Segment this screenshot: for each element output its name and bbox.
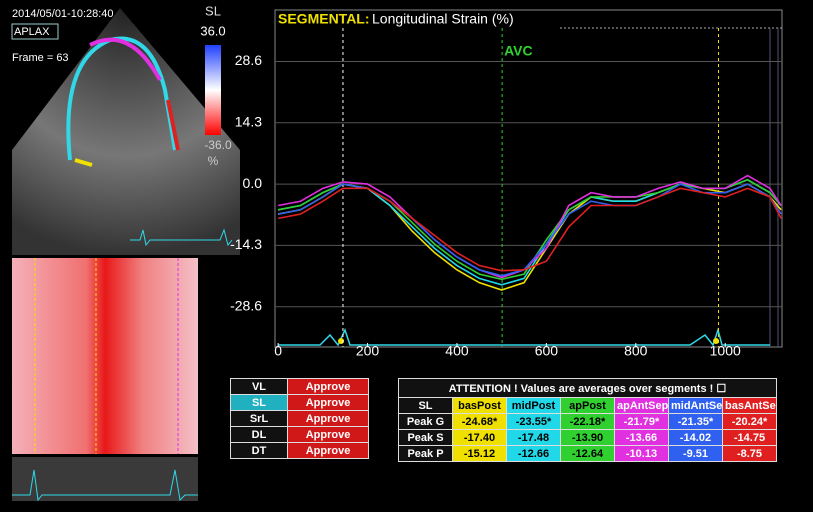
cell: -22.18* <box>561 414 615 430</box>
screen: 2014/05/01-10:28:40 APLAX Frame = 63 SL … <box>0 0 813 512</box>
strain-curve <box>278 188 781 270</box>
scale-max: 36.0 <box>200 23 225 38</box>
scale-min: -36.0 <box>204 138 232 152</box>
plot-frame <box>275 10 782 347</box>
row: Peak S-17.40-17.48-13.90-13.66-14.02-14.… <box>399 430 777 446</box>
y-tick-label: 28.6 <box>235 52 262 68</box>
frame-label: Frame = 63 <box>12 52 69 64</box>
button[interactable]: VL <box>231 379 288 395</box>
button[interactable]: SrL <box>231 411 288 427</box>
cell: apAntSep <box>615 398 669 414</box>
cell: -14.75 <box>723 430 777 446</box>
cell: Peak P <box>399 446 453 462</box>
x-tick-label: 1000 <box>710 343 741 359</box>
y-tick-label: -14.3 <box>230 236 262 252</box>
cell: basAntSep <box>723 398 777 414</box>
chart-title: SEGMENTAL: <box>278 11 370 27</box>
view-label: APLAX <box>14 26 50 38</box>
x-tick-label: 0 <box>274 343 282 359</box>
chart-subtitle: Longitudinal Strain (%) <box>372 11 514 27</box>
cell: -24.68* <box>453 414 507 430</box>
button[interactable]: DL <box>231 427 288 443</box>
cell: -8.75 <box>723 446 777 462</box>
cell: ATTENTION ! Values are averages over seg… <box>399 379 777 398</box>
y-tick-label: 0.0 <box>243 175 263 191</box>
cell: -12.66 <box>507 446 561 462</box>
cell: Peak G <box>399 414 453 430</box>
cell: -10.13 <box>615 446 669 462</box>
color-bar <box>205 45 221 135</box>
cell: SL <box>399 398 453 414</box>
x-tick-label: 600 <box>535 343 559 359</box>
values-table: ATTENTION ! Values are averages over seg… <box>398 378 777 462</box>
cell: -20.24* <box>723 414 777 430</box>
cell: -23.55* <box>507 414 561 430</box>
button[interactable]: Approve <box>288 443 369 459</box>
cell: -17.48 <box>507 430 561 446</box>
strain-curve <box>278 180 781 285</box>
button[interactable]: SL <box>231 395 288 411</box>
cell: Peak S <box>399 430 453 446</box>
button[interactable]: Approve <box>288 395 369 411</box>
cell: -15.12 <box>453 446 507 462</box>
unit-label: % <box>208 154 219 168</box>
mode-label: SL <box>205 3 221 18</box>
button[interactable]: Approve <box>288 411 369 427</box>
cell: -21.79* <box>615 414 669 430</box>
x-tick-label: 800 <box>624 343 648 359</box>
row: SLbasPostmidPostapPostapAntSepmidAntSepb… <box>399 398 777 414</box>
cell: midAntSep <box>669 398 723 414</box>
strain-curve <box>278 184 781 276</box>
row: Peak P-15.12-12.66-12.64-10.13-9.51-8.75 <box>399 446 777 462</box>
timestamp: 2014/05/01-10:28:40 <box>12 8 114 20</box>
event-label: AVC <box>504 43 533 59</box>
cell: -14.02 <box>669 430 723 446</box>
strain-mmode <box>12 258 198 454</box>
cell: -17.40 <box>453 430 507 446</box>
y-tick-label: 14.3 <box>235 113 262 129</box>
cell: apPost <box>561 398 615 414</box>
cell: -21.35* <box>669 414 723 430</box>
x-tick-label: 200 <box>356 343 380 359</box>
cell: -13.66 <box>615 430 669 446</box>
row: ATTENTION ! Values are averages over seg… <box>399 379 777 398</box>
cell: -13.90 <box>561 430 615 446</box>
button[interactable]: Approve <box>288 379 369 395</box>
x-tick-label: 400 <box>445 343 469 359</box>
cell: -12.64 <box>561 446 615 462</box>
cell: midPost <box>507 398 561 414</box>
y-tick-label: -28.6 <box>230 297 262 313</box>
cell: -9.51 <box>669 446 723 462</box>
row: Peak G-24.68*-23.55*-22.18*-21.79*-21.35… <box>399 414 777 430</box>
cell: basPost <box>453 398 507 414</box>
strain-curve <box>278 184 781 290</box>
ecg-trace <box>278 330 770 345</box>
button[interactable]: Approve <box>288 427 369 443</box>
button[interactable]: DT <box>231 443 288 459</box>
